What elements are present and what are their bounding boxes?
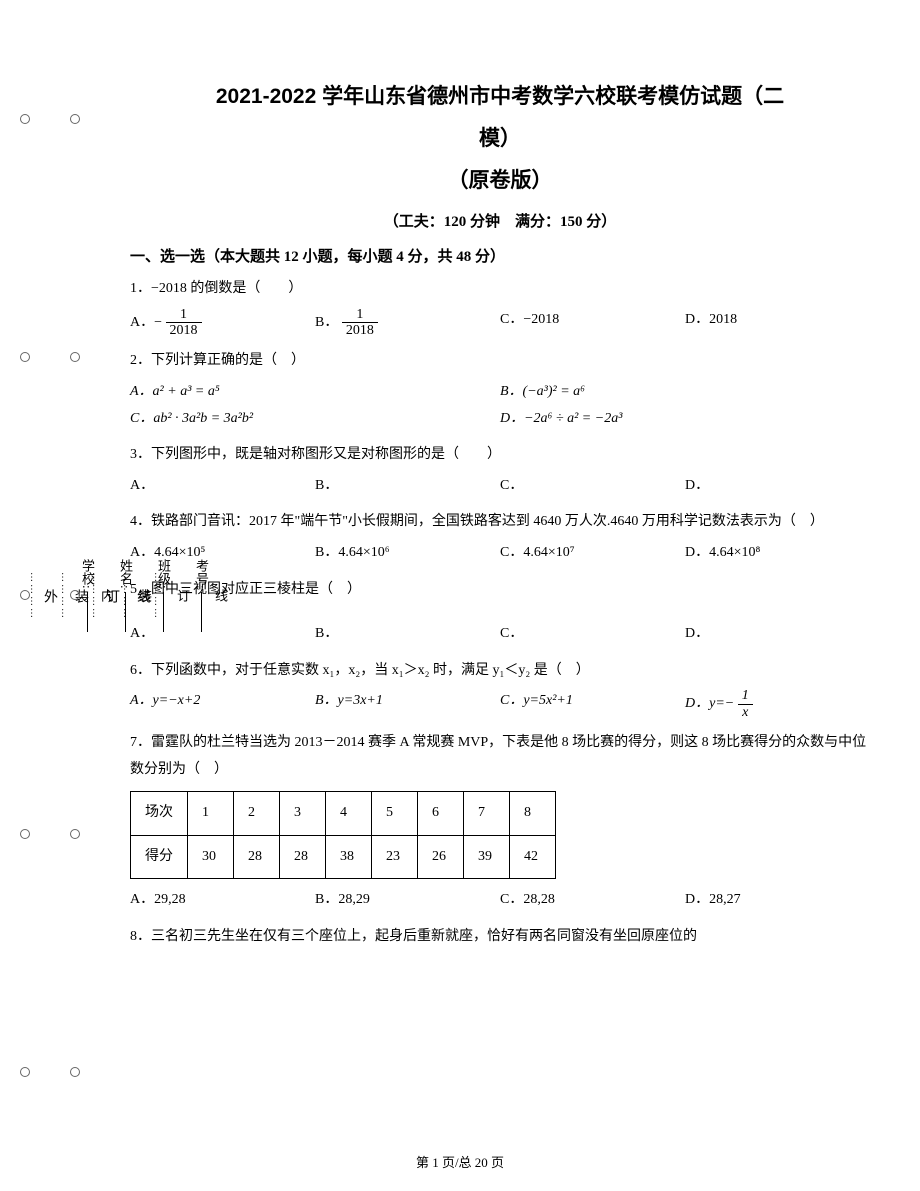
exam-title-line1: 2021-2022 学年山东省德州市中考数学六校联考模仿试题（二 [130,80,870,110]
q2-opt-b: B．(−a³)² = a⁶ [500,379,870,406]
q3-opt-b: B． [315,473,500,500]
question-5: 5．图中三视图对应正三棱柱是（ ） A． B． C． D． [130,577,870,648]
fold-label: 内 [97,589,116,602]
question-1: 1．−2018 的倒数是（ ） A．− 12018 B． 12018 C．−20… [130,276,870,338]
q2-opt-c: C．ab² · 3a²b = 3a²b² [130,406,500,433]
q7-opt-b: B．28,29 [315,887,500,914]
q2-opt-d: D．−2a⁶ ÷ a² = −2a³ [500,406,870,433]
q2-stem: 2．下列计算正确的是（ ） [130,348,870,375]
field-school: 学校: [78,559,97,633]
exam-meta: （工夫：120 分钟 满分：150 分） [130,210,870,231]
q7-stem: 7．雷霆队的杜兰特当选为 2013－2014 赛季 A 常规赛 MVP，下表是他… [130,730,870,783]
q5-opt-c: C． [500,621,685,648]
question-4: 4．铁路部门音讯：2017 年"端午节"小长假期间，全国铁路客达到 4640 万… [130,509,870,566]
exam-version: （原卷版） [130,164,870,194]
exam-title-line2: 模） [130,122,870,152]
q7-opt-c: C．28,28 [500,887,685,914]
q6-opt-d: D．y=− 1x [685,688,870,720]
q6-opt-b: B．y=3x+1 [315,688,500,720]
q4-opt-d: D．4.64×10⁸ [685,540,870,567]
q1-opt-b: B． 12018 [315,307,500,339]
question-8: 8．三名初三先生坐在仅有三个座位上，起身后重新就座，恰好有两名同窗没有坐回原座位… [130,924,870,951]
main-content: 2021-2022 学年山东省德州市中考数学六校联考模仿试题（二 模） （原卷版… [130,80,890,961]
q6-stem: 6．下列函数中，对于任意实数 x₁，x₂，当 x₁＞x₂ 时，满足 y₁＜y₂ … [130,658,870,685]
question-2: 2．下列计算正确的是（ ） A．a² + a³ = a⁵ B．(−a³)² = … [130,348,870,432]
q3-opt-d: D． [685,473,870,500]
q4-opt-c: C．4.64×10⁷ [500,540,685,567]
q4-opt-b: B．4.64×10⁶ [315,540,500,567]
q5-stem: 5．图中三视图对应正三棱柱是（ ） [130,577,870,604]
question-3: 3．下列图形中，既是轴对称图形又是对称图形的是（ ） A． B． C． D． [130,442,870,499]
section-1-heading: 一、选一选（本大题共 12 小题，每小题 4 分，共 48 分） [130,245,870,266]
q1-opt-c: C．−2018 [500,307,685,339]
q1-opt-a: A．− 12018 [130,307,315,339]
question-6: 6．下列函数中，对于任意实数 x₁，x₂，当 x₁＞x₂ 时，满足 y₁＜y₂ … [130,658,870,720]
q3-opt-c: C． [500,473,685,500]
dots: ………… [28,572,39,620]
q6-opt-c: C．y=5x²+1 [500,688,685,720]
page-footer: 第 1 页/总 20 页 [0,1152,920,1171]
q6-opt-a: A．y=−x+2 [130,688,315,720]
q1-stem: 1．−2018 的倒数是（ ） [130,276,870,303]
q7-opt-d: D．28,27 [685,887,870,914]
table-row: 得分 30 28 28 38 23 26 39 42 [131,835,556,879]
q3-stem: 3．下列图形中，既是轴对称图形又是对称图形的是（ ） [130,442,870,469]
q3-opt-a: A． [130,473,315,500]
q7-opt-a: A．29,28 [130,887,315,914]
q5-opt-a: A． [130,621,315,648]
q5-opt-d: D． [685,621,870,648]
q2-opt-a: A．a² + a³ = a⁵ [130,379,500,406]
table-row: 场次 1 2 3 4 5 6 7 8 [131,792,556,836]
q4-stem: 4．铁路部门音讯：2017 年"端午节"小长假期间，全国铁路客达到 4640 万… [130,509,870,536]
q7-table: 场次 1 2 3 4 5 6 7 8 得分 30 28 28 38 23 26 … [130,791,556,879]
q4-opt-a: A．4.64×10⁵ [130,540,315,567]
q8-stem: 8．三名初三先生坐在仅有三个座位上，起身后重新就座，恰好有两名同窗没有坐回原座位… [130,924,870,951]
q5-opt-b: B． [315,621,500,648]
question-7: 7．雷霆队的杜兰特当选为 2013－2014 赛季 A 常规赛 MVP，下表是他… [130,730,870,914]
q1-opt-d: D．2018 [685,307,870,339]
